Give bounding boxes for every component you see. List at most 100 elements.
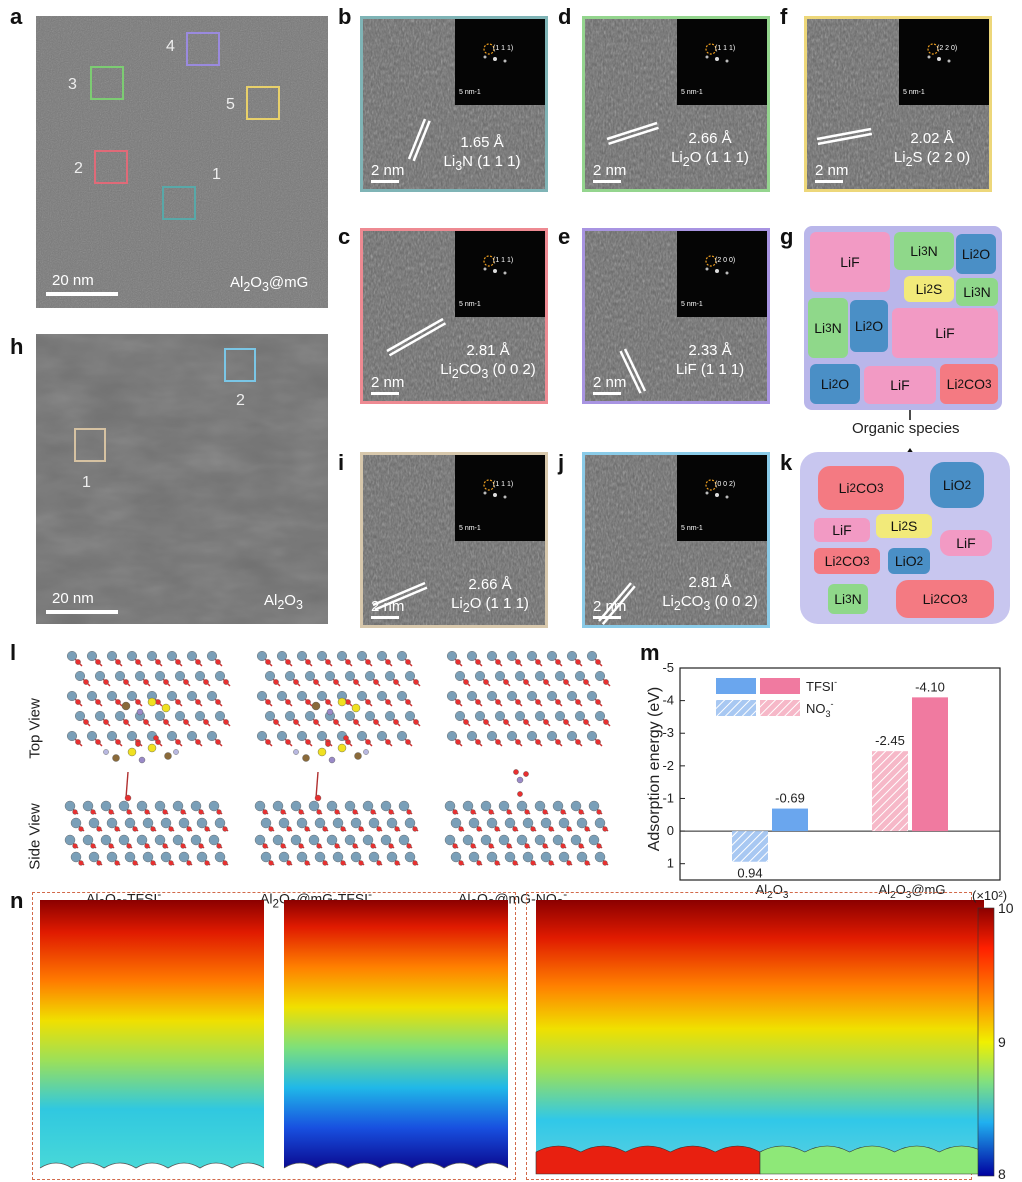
bar-value-label: -4.10	[915, 679, 945, 694]
deposit-layer	[535, 1145, 761, 1175]
organic-species-label: Organic species	[850, 420, 962, 437]
bar-value-label: 0.94	[737, 866, 762, 881]
phase-plane: Li2S (2 2 0)	[893, 149, 971, 169]
phase-block: LiF	[864, 366, 936, 404]
region-box-4	[186, 32, 220, 66]
region-box-2	[94, 150, 128, 184]
colorbar-tick-mid: 9	[998, 1034, 1006, 1050]
region-box-3	[90, 66, 124, 100]
scale-bar: 2 nm	[371, 162, 404, 183]
panel-letter-d: d	[558, 4, 572, 29]
panel-letter-j: j	[558, 450, 565, 475]
panel-letter-g: g	[780, 224, 794, 249]
phase-plane: Li3N (1 1 1)	[443, 153, 521, 173]
tem-image-al2o3: 1 2 20 nm Al2O3	[36, 334, 328, 624]
scale-bar	[46, 610, 118, 614]
phase-plane: Li2CO3 (0 0 2)	[662, 593, 758, 613]
y-tick-label: -3	[662, 725, 674, 740]
bar-no3-0	[732, 831, 768, 862]
legend-swatch	[716, 678, 756, 694]
phase-plane: Li2O (1 1 1)	[671, 149, 749, 169]
region-number-4: 4	[166, 38, 175, 55]
concentration-map-2	[284, 900, 508, 1168]
phase-block: LiF	[810, 232, 890, 292]
d-spacing: 2.66 Å	[468, 576, 512, 593]
panel-letter-f: f	[780, 4, 788, 29]
phase-block: LiO 2	[888, 548, 930, 574]
hrtem-panel-c: (1 1 1) 5 nm-1 2.81 Å Li2CO3 (0 0 2) 2 n…	[360, 228, 548, 404]
scale-bar-label: 2 nm	[371, 374, 405, 391]
d-spacing: 2.81 Å	[466, 342, 510, 359]
region-number-1: 1	[212, 166, 221, 183]
bar-value-label: -0.69	[775, 791, 805, 806]
x-category-label: Al2O3	[756, 882, 789, 898]
tem-image-al2o3-mg: 1 2 3 4 5 20 nm Al2O3@mG	[36, 16, 328, 308]
lattice-annotation: 2.66 Å Li2O (1 1 1)	[645, 129, 767, 172]
fft-inset: (2 2 0) 5 nm-1	[899, 19, 989, 105]
scale-bar-label: 20 nm	[52, 590, 94, 607]
fft-inset: (2 0 0) 5 nm-1	[677, 231, 767, 317]
hrtem-panel-j: (0 0 2) 5 nm-1 2.81 Å Li2CO3 (0 0 2) 2 n…	[582, 452, 770, 628]
scale-bar	[46, 292, 118, 296]
lattice-annotation: 1.65 Å Li3N (1 1 1)	[417, 133, 545, 176]
electrode-surface	[39, 1162, 265, 1169]
lattice-annotation: 2.81 Å Li2CO3 (0 0 2)	[423, 341, 545, 384]
phase-block: Li 2 O	[850, 300, 888, 352]
fft-scale: 5 nm-1	[681, 301, 703, 308]
lattice-annotation: 2.66 Å Li2O (1 1 1)	[425, 575, 545, 618]
electrode-surface	[283, 1162, 509, 1169]
sample-label: Al2O3@mG	[230, 274, 309, 294]
fft-index: (1 1 1)	[493, 257, 514, 264]
scale-bar: 2 nm	[371, 374, 404, 395]
phase-block: Li 2 CO 3	[940, 364, 998, 404]
hrtem-panel-f: (2 2 0) 5 nm-1 2.02 Å Li2S (2 2 0) 2 nm	[804, 16, 992, 192]
d-spacing: 2.66 Å	[688, 130, 732, 147]
scale-bar-label: 2 nm	[593, 598, 627, 615]
scale-bar-label: 2 nm	[593, 374, 627, 391]
hrtem-panel-d: (1 1 1) 5 nm-1 2.66 Å Li2O (1 1 1) 2 nm	[582, 16, 770, 192]
fft-index: (1 1 1)	[715, 45, 736, 52]
scale-bar: 2 nm	[593, 374, 626, 395]
colorbar-unit: (×10²)	[972, 888, 1008, 903]
concentration-map-3	[536, 900, 760, 1168]
phase-block: Li 2 CO 3	[814, 548, 880, 574]
legend-swatch	[760, 700, 800, 716]
region-number-1: 1	[82, 474, 91, 491]
sei-schematic-al2o3: Li 2 CO 3 LiO 2 LiF Li 2 S LiF Li 2 CO 3 LiO 2 Li 3…	[800, 452, 1010, 624]
fft-inset: (1 1 1) 5 nm-1	[455, 231, 545, 317]
panel-letter-i: i	[338, 450, 345, 475]
phase-plane: Li2CO3 (0 0 2)	[440, 361, 536, 381]
fft-index: (0 0 2)	[715, 481, 736, 488]
panel-letter-a: a	[10, 4, 23, 29]
scale-bar-label: 20 nm	[52, 272, 94, 289]
phase-block: LiF	[892, 308, 998, 358]
fft-index: (2 0 0)	[715, 257, 736, 264]
scale-bar: 2 nm	[371, 598, 404, 619]
y-tick-label: 0	[667, 823, 674, 838]
legend-swatch	[716, 700, 756, 716]
d-spacing: 1.65 Å	[460, 134, 504, 151]
scale-bar-label: 2 nm	[371, 162, 405, 179]
phase-plane: LiF (1 1 1)	[675, 361, 745, 378]
fft-index: (2 2 0)	[937, 45, 958, 52]
fft-inset: (0 0 2) 5 nm-1	[677, 455, 767, 541]
region-number-3: 3	[68, 76, 77, 93]
lattice-annotation: 2.81 Å Li2CO3 (0 0 2)	[645, 573, 767, 616]
phase-block: Li 2 O	[956, 234, 996, 274]
phase-block: Li 2 O	[810, 364, 860, 404]
y-tick-label: -2	[662, 758, 674, 773]
d-spacing: 2.02 Å	[910, 130, 954, 147]
fft-scale: 5 nm-1	[681, 525, 703, 532]
bar-value-label: -2.45	[875, 733, 905, 748]
colorbar-tick-min: 8	[998, 1166, 1006, 1182]
y-tick-label: -4	[662, 693, 674, 708]
y-tick-label: 1	[667, 856, 674, 871]
panel-letter-k: k	[780, 450, 793, 475]
phase-plane: Li2O (1 1 1)	[451, 595, 529, 615]
region-number-5: 5	[226, 96, 235, 113]
phase-block: LiF	[940, 530, 992, 556]
region-number-2: 2	[236, 392, 245, 409]
scale-bar-label: 2 nm	[371, 598, 405, 615]
scale-bar: 2 nm	[593, 162, 626, 183]
panel-letter-m: m	[640, 640, 660, 665]
